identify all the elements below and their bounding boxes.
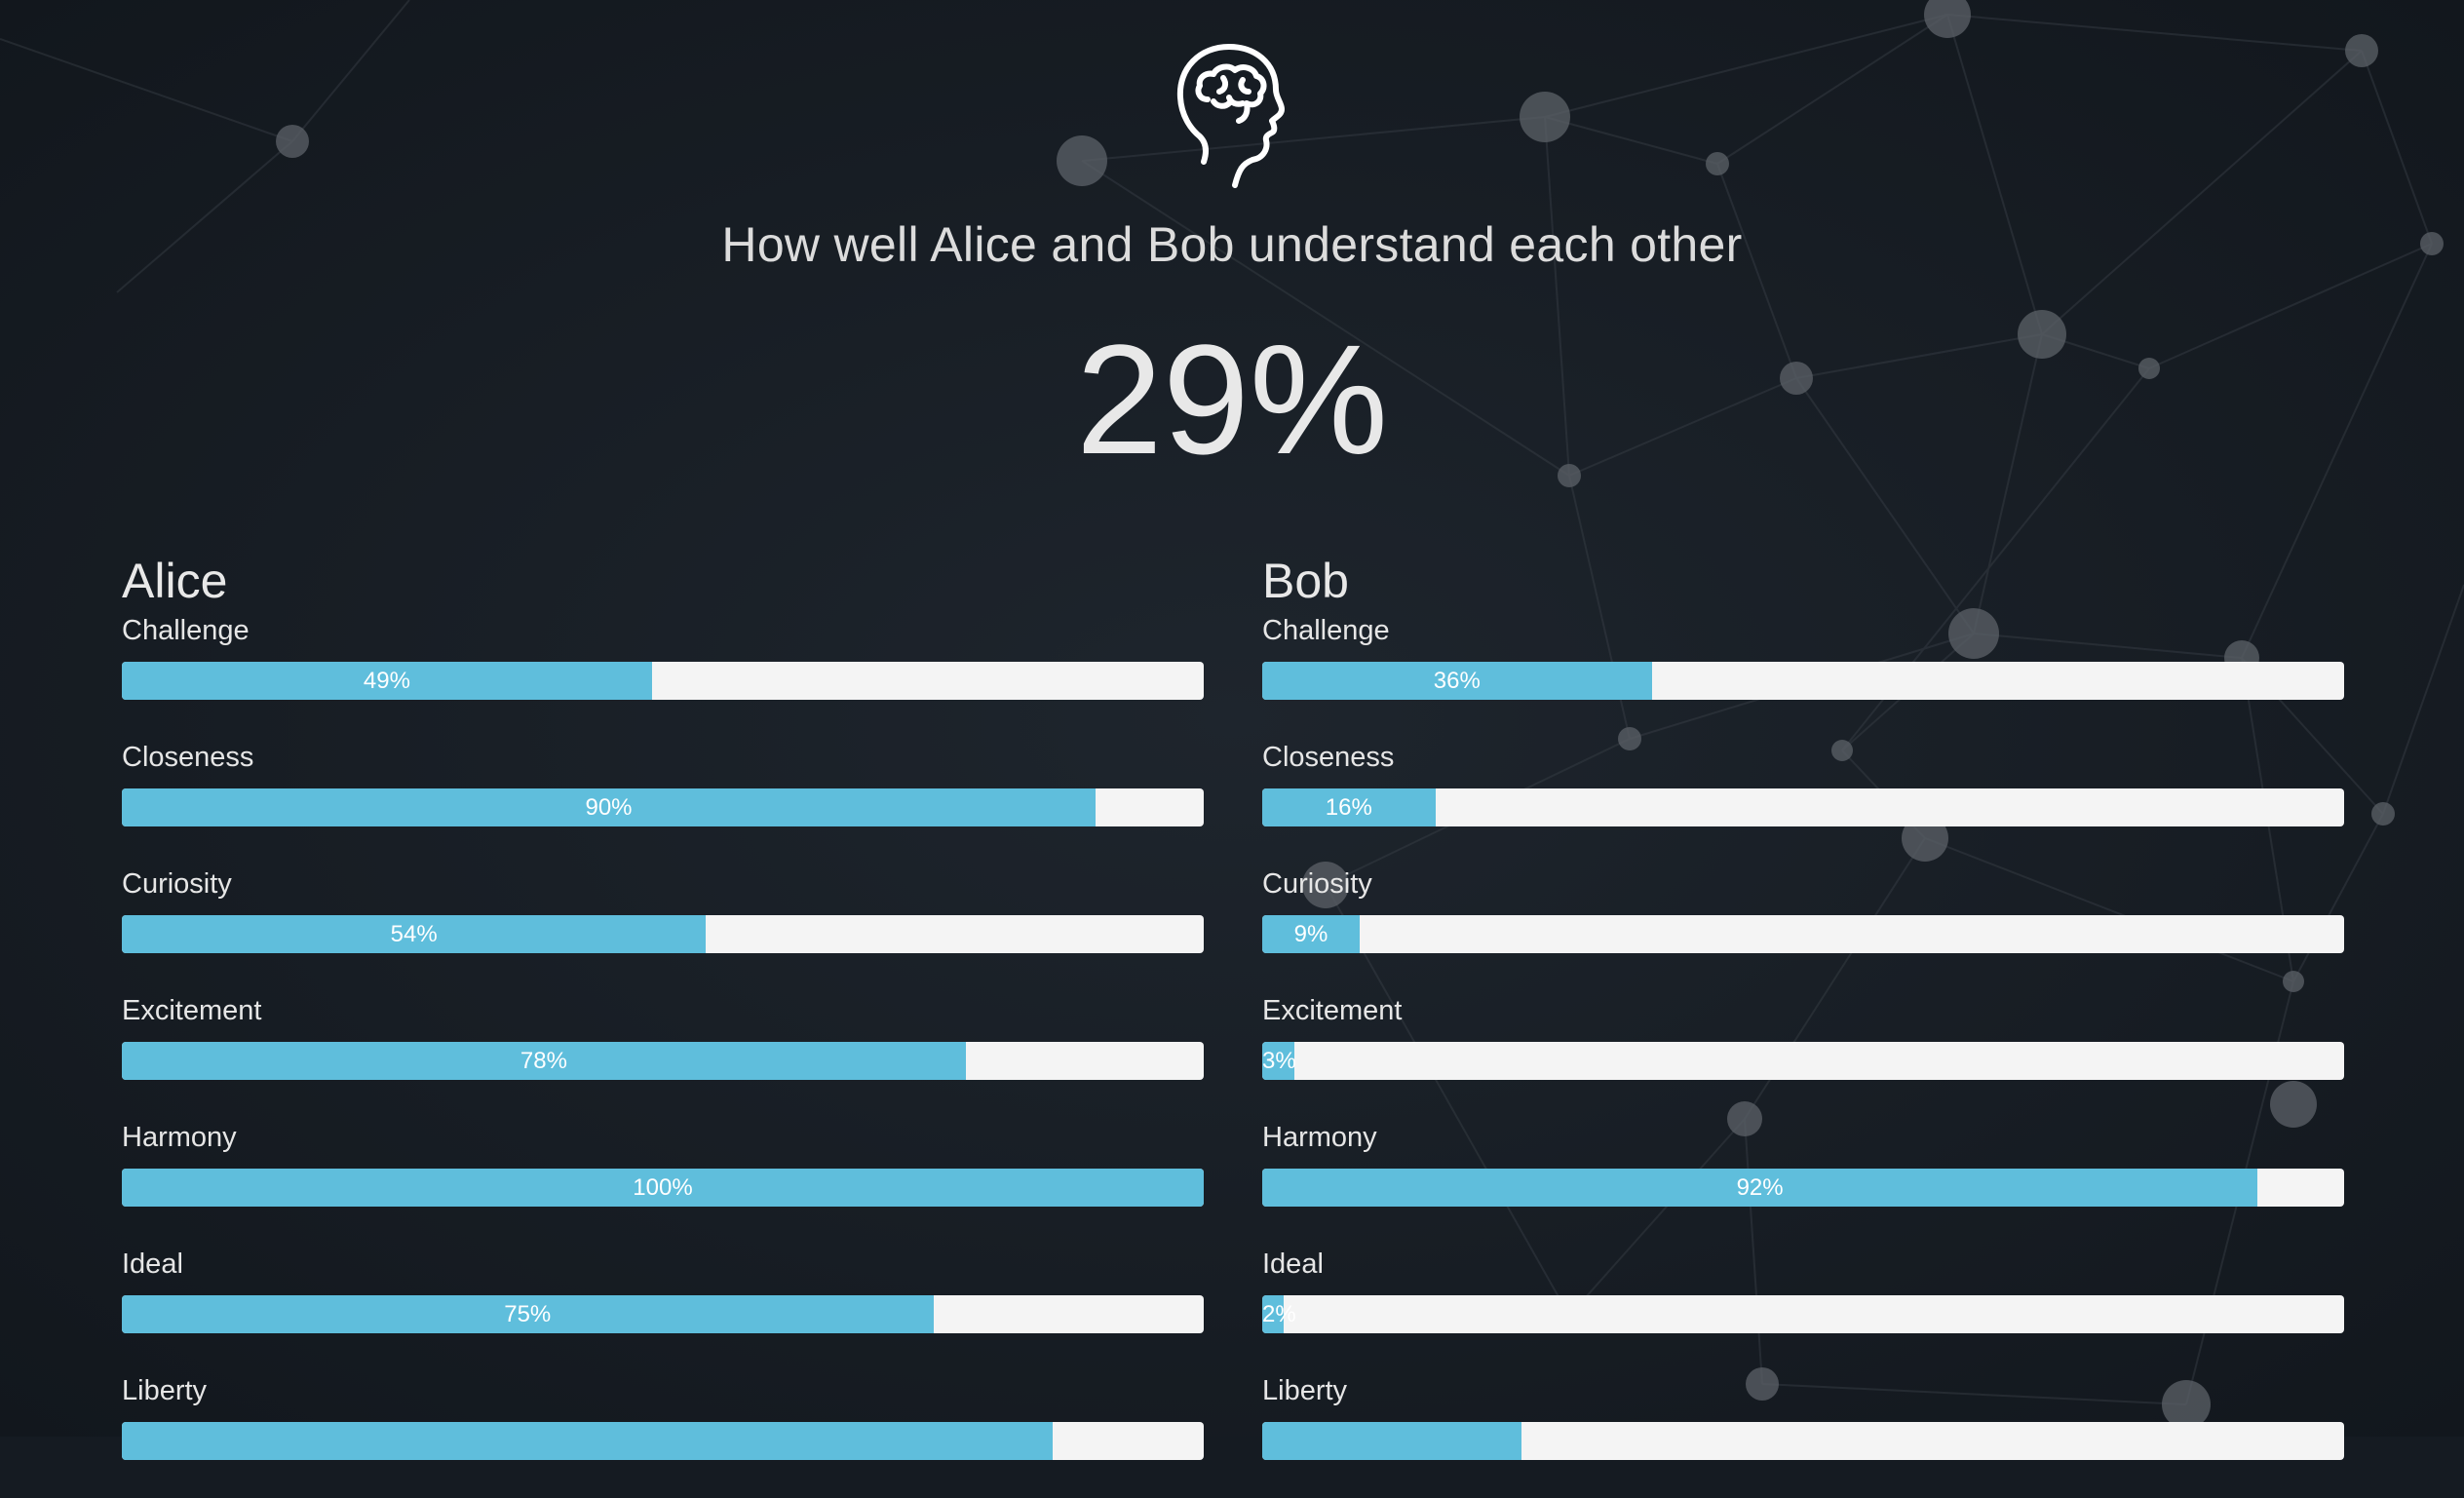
progress-text: 75% (504, 1301, 552, 1327)
overall-score: 29% (1075, 312, 1389, 486)
progress-fill (1262, 915, 1360, 953)
metric-label: Excitement (1262, 995, 1403, 1026)
metric-row: Harmony 100% (122, 1118, 1204, 1245)
progress-fill (122, 1295, 934, 1333)
metric-row: Ideal 2% (1262, 1245, 2344, 1371)
progress-bar (122, 1422, 1204, 1460)
progress-text (122, 1422, 1053, 1460)
progress-fill (1262, 1169, 2258, 1207)
metric-list: Challenge 49% Closeness 90% Curiosity 54… (122, 611, 1204, 1498)
metric-label: Ideal (1262, 1248, 1324, 1280)
progress-fill (1262, 662, 1652, 700)
progress-bar: 92% (1262, 1169, 2344, 1207)
metric-list: Challenge 36% Closeness 16% Curiosity 9% (1262, 611, 2344, 1498)
compatibility-report: How well Alice and Bob understand each o… (122, 43, 2344, 1460)
metric-row: Closeness 90% (122, 738, 1204, 864)
progress-bar (1262, 1422, 2344, 1460)
metric-label: Ideal (122, 1248, 183, 1280)
metric-row: Liberty (1262, 1371, 2344, 1498)
metric-row: Harmony 92% (1262, 1118, 2344, 1245)
metric-row: Curiosity 9% (1262, 864, 2344, 991)
person-name: Bob (1262, 554, 1349, 608)
metric-label: Harmony (122, 1122, 237, 1153)
progress-bar: 78% (122, 1042, 1204, 1080)
brain-head-icon (1174, 43, 1291, 189)
metric-label: Liberty (1262, 1375, 1348, 1406)
metric-row: Liberty (122, 1371, 1204, 1498)
progress-fill (122, 915, 707, 953)
progress-bar: 100% (122, 1169, 1204, 1207)
metric-label: Curiosity (122, 868, 232, 900)
metric-label: Curiosity (1262, 868, 1372, 900)
metric-label: Harmony (1262, 1122, 1377, 1153)
progress-fill (1262, 1295, 1285, 1333)
progress-text: 49% (363, 668, 410, 694)
metric-row: Excitement 78% (122, 991, 1204, 1118)
progress-bar: 90% (122, 788, 1204, 826)
metric-label: Liberty (122, 1375, 208, 1406)
progress-text: 36% (1433, 668, 1481, 694)
progress-bar: 16% (1262, 788, 2344, 826)
metric-row: Curiosity 54% (122, 864, 1204, 991)
progress-bar: 9% (1262, 915, 2344, 953)
progress-text (1262, 1422, 1521, 1460)
metric-row: Challenge 36% (1262, 611, 2344, 738)
progress-text: 9% (1293, 921, 1328, 947)
progress-bar: 2% (1262, 1295, 2344, 1333)
person-column-alice: Alice Challenge 49% Closeness 90% Curios… (122, 551, 1204, 1498)
progress-bar: 49% (122, 662, 1204, 700)
metric-row: Challenge 49% (122, 611, 1204, 738)
metric-label: Closeness (1262, 742, 1395, 773)
metric-row: Ideal 75% (122, 1245, 1204, 1371)
progress-text: 78% (520, 1048, 567, 1074)
progress-bar: 75% (122, 1295, 1204, 1333)
progress-text: 92% (1736, 1174, 1784, 1201)
metric-row: Excitement 3% (1262, 991, 2344, 1118)
metric-label: Excitement (122, 995, 262, 1026)
person-name: Alice (122, 554, 228, 608)
progress-bar: 54% (122, 915, 1204, 953)
progress-text: 54% (390, 921, 438, 947)
person-column-bob: Bob Challenge 36% Closeness 16% Curiosit… (1262, 551, 2344, 1498)
progress-fill (1262, 1042, 1295, 1080)
progress-bar: 36% (1262, 662, 2344, 700)
metric-label: Challenge (122, 615, 250, 646)
metric-label: Challenge (1262, 615, 1390, 646)
progress-text: 3% (1262, 1048, 1296, 1074)
progress-fill (122, 1169, 1204, 1207)
progress-bar: 3% (1262, 1042, 2344, 1080)
progress-fill (1262, 788, 1436, 826)
progress-text: 90% (585, 794, 633, 821)
progress-text: 16% (1325, 794, 1372, 821)
metric-row: Closeness 16% (1262, 738, 2344, 864)
metric-label: Closeness (122, 742, 254, 773)
progress-fill (122, 1042, 966, 1080)
progress-text: 2% (1262, 1301, 1296, 1327)
progress-fill (122, 662, 652, 700)
page-title: How well Alice and Bob understand each o… (721, 217, 1743, 272)
progress-fill (122, 788, 1096, 826)
progress-text: 100% (633, 1174, 693, 1201)
